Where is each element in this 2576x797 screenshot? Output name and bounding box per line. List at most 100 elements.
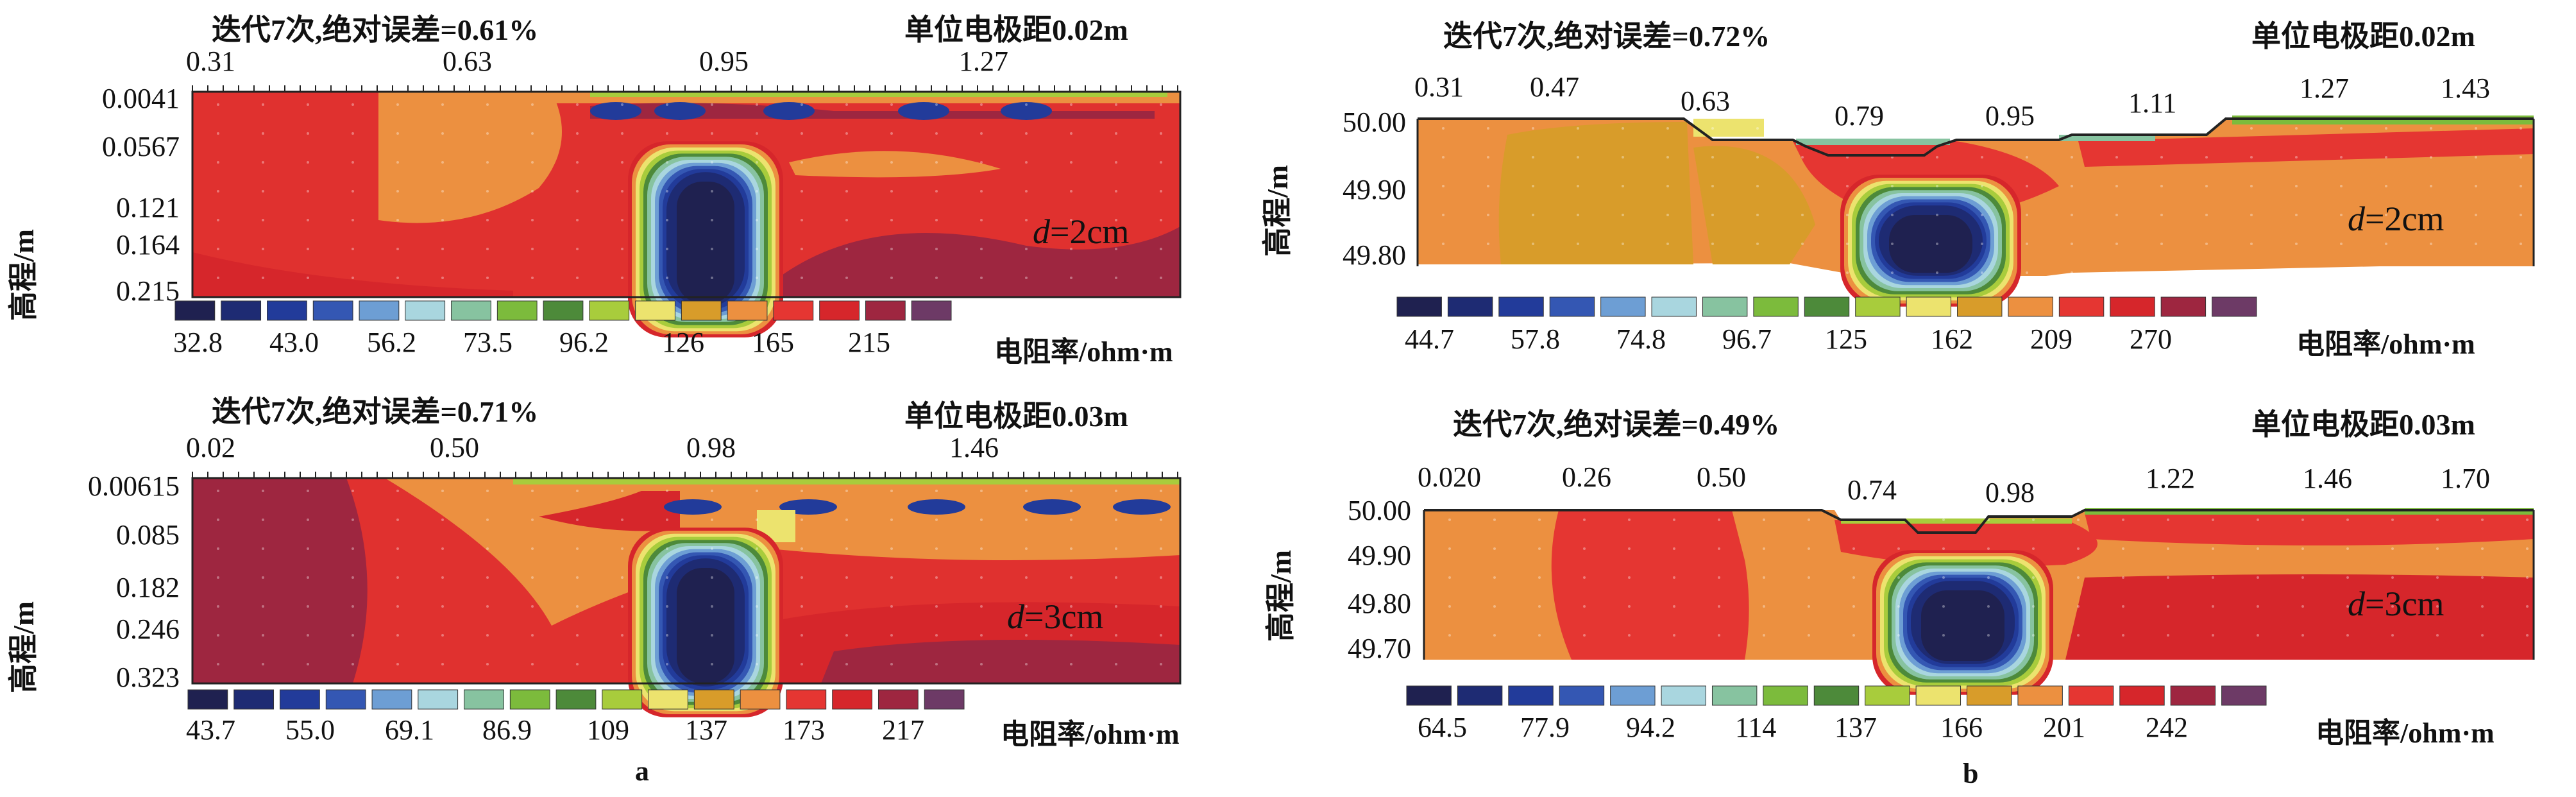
data-point-marker [845,663,848,665]
section-label-b: b [1963,758,1979,789]
data-point-marker [1025,518,1028,521]
data-point-marker [531,248,534,250]
data-point-marker [576,663,579,665]
data-point-marker [2385,185,2387,187]
data-point-marker [396,219,399,221]
data-point-marker [262,248,264,250]
data-point-marker [307,248,309,250]
data-point-marker [217,605,219,608]
data-point-marker [2481,576,2484,579]
contour-region [192,252,513,297]
data-point-marker [262,576,264,579]
data-point-marker [621,605,623,608]
data-point-marker [307,547,309,550]
data-point-marker [486,490,489,492]
data-point-marker [2160,127,2163,130]
data-point-marker [1115,190,1117,193]
data-point-marker [1673,634,1675,637]
colorbar-swatch [819,300,860,321]
data-point-marker [2295,156,2298,159]
data-point-marker [666,490,668,492]
data-point-marker [1852,576,1855,579]
data-point-marker [756,518,758,521]
y-tick: 0.164 [116,229,180,261]
colorbar-tick: 126 [662,327,704,358]
data-point-marker [845,103,848,106]
data-point-marker [1025,663,1028,665]
data-point-marker [845,518,848,521]
data-point-marker [711,634,713,637]
x-tick: 1.11 [2128,87,2177,119]
colorbar-swatch [1753,296,1799,317]
data-point-marker [2295,214,2298,216]
data-point-marker [396,605,399,608]
data-point-marker [2301,518,2304,521]
colorbar-tick: 43.7 [186,714,235,746]
data-point-marker [2212,605,2214,608]
data-point-marker [1628,576,1631,579]
surface-profile [1418,117,2534,157]
data-point-marker [262,490,264,492]
data-point-marker [1808,605,1810,608]
data-point-marker [1718,605,1720,608]
data-point-marker [396,132,399,135]
data-point-marker [1673,518,1675,521]
data-point-marker [1160,248,1162,250]
data-point-marker [2346,576,2349,579]
colorbar-swatch [2008,296,2053,317]
data-point-marker [890,248,893,250]
data-point-marker [1448,547,1451,550]
data-point-marker [352,277,354,279]
colorbar-swatch [877,689,919,710]
colorbar [187,689,965,710]
data-point-marker [262,161,264,164]
data-point-marker [1583,634,1586,637]
colorbar-tick: 73.5 [463,327,513,358]
data-point-marker [2481,547,2484,550]
data-point-marker [2346,547,2349,550]
colorbar-tick: 57.8 [1511,323,1560,355]
data-point-marker [1160,518,1162,521]
data-point-marker [621,663,623,665]
colorbar-swatch [911,300,952,321]
data-point-marker [2167,518,2169,521]
colorbar-swatch [267,300,307,321]
data-point-marker [2212,576,2214,579]
annotation-variable: d [1007,597,1024,636]
data-point-marker [845,161,848,164]
data-point-marker [2526,547,2529,550]
data-point-marker [666,277,668,279]
data-point-marker [1448,605,1451,608]
data-point-marker [531,518,534,521]
anomaly-core [1889,215,1972,273]
colorbar-unit: 电阻率/ohm·m [1001,719,1180,750]
contour-region [378,92,562,223]
data-point-marker [845,132,848,135]
data-point-marker [756,634,758,637]
colorbar-swatch [786,689,827,710]
data-point-marker [352,576,354,579]
y-tick: 50.00 [1348,495,1411,526]
data-point-marker [2122,634,2124,637]
data-point-marker [2205,156,2208,159]
colorbar-tick: 166 [1940,712,1983,743]
colorbar-tick: 165 [752,327,794,358]
data-point-marker [2160,156,2163,159]
data-point-marker [1025,547,1028,550]
data-point-marker [2475,156,2477,159]
data-point-marker [1852,547,1855,550]
data-point-marker [576,132,579,135]
data-point-marker [576,219,579,221]
data-point-marker [531,103,534,106]
colorbar-swatch [1406,685,1452,706]
colorbar-swatch [1498,296,1544,317]
data-point-marker [262,518,264,521]
data-point-marker [890,219,893,221]
contour-region [2065,574,2534,660]
data-point-marker [262,132,264,135]
colorbar [174,300,952,321]
data-point-marker [935,547,938,550]
data-point-marker [2391,605,2394,608]
data-point-marker [621,103,623,106]
data-point-marker [352,190,354,193]
